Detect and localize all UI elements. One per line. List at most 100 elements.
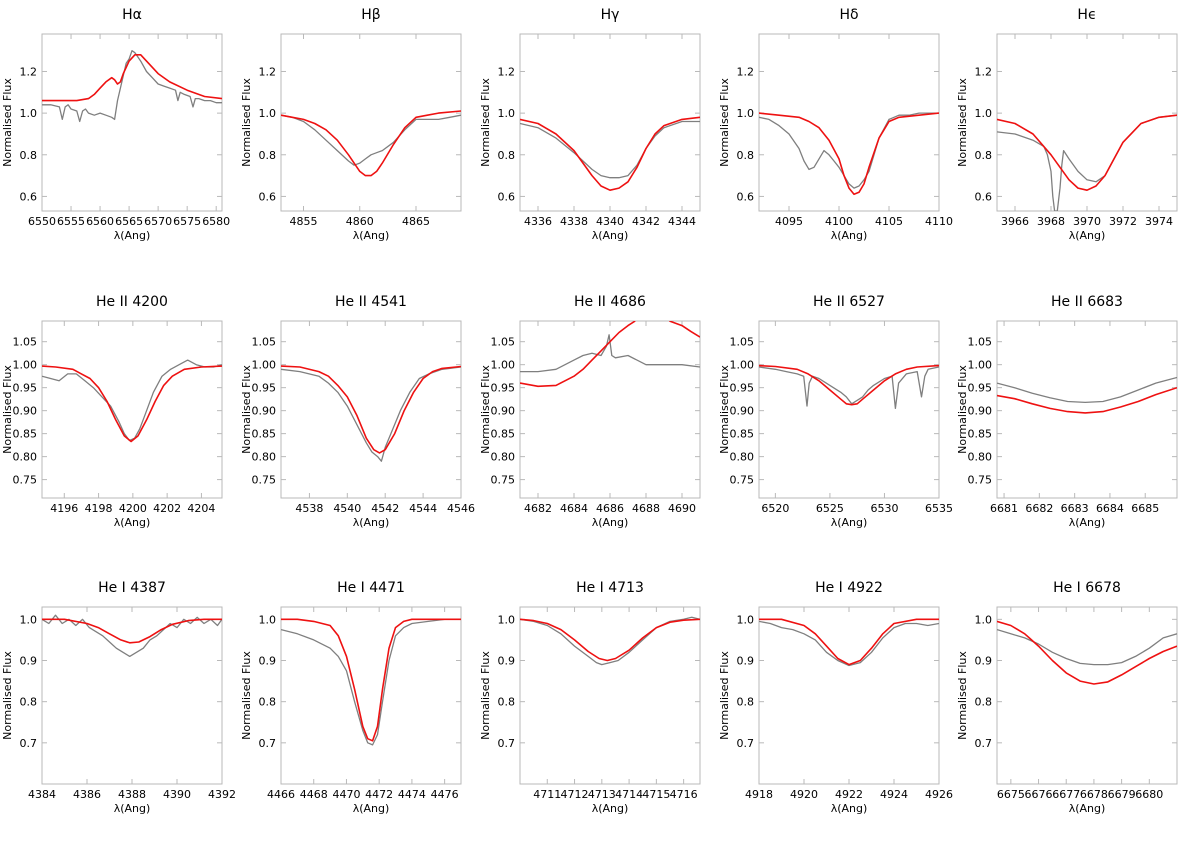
plot-frame [996,606,1178,785]
y-tick-label: 1.00 [13,359,38,372]
plot-frame [996,33,1178,212]
y-tick-label: 0.80 [13,451,38,464]
y-tick-label: 1.00 [968,359,993,372]
panel-title: Hδ [839,7,858,23]
y-tick-label: 0.90 [252,405,277,418]
x-tick-label: 3974 [1145,215,1173,228]
y-tick-label: 1.0 [975,613,993,626]
x-tick-label: 6678 [1080,788,1108,801]
model-spectrum-line [42,54,222,102]
x-tick-label: 4684 [560,502,588,515]
panel-0: Hα 6550 6555 6560 6565 6570 6575 6580 0.6 0.8 1.0 1… [1,7,230,242]
panel-13: He I 4922 4918 4920 4922 4924 4926 0.7 0.8 0.9 1.… [718,580,953,815]
y-tick-label: 1.2 [498,65,516,78]
x-axis-label: λ(Ang) [114,516,151,529]
y-tick-label: 0.75 [491,474,516,487]
x-tick-label: 4713 [588,788,616,801]
model-spectrum-line [42,618,222,644]
y-tick-label: 1.0 [20,613,38,626]
y-tick-label: 0.7 [737,737,755,750]
model-spectrum-line [759,112,939,196]
x-tick-label: 4476 [431,788,459,801]
panel-6: He II 4541 4538 4540 4542 4544 4546 0.75 0.80 0.… [240,294,475,529]
x-tick-label: 4340 [596,215,624,228]
y-tick-label: 0.8 [20,149,38,162]
panel-title: He II 4686 [574,294,646,310]
x-axis-label: λ(Ang) [114,229,151,242]
x-tick-label: 4682 [524,502,552,515]
x-tick-label: 4686 [596,502,624,515]
x-axis-label: λ(Ang) [592,229,629,242]
y-tick-label: 1.05 [491,336,516,349]
panel-11: He I 4471 4466 4468 4470 4472 4474 4476 0.7 0.8 0… [240,580,462,815]
x-tick-label: 4538 [295,502,323,515]
y-tick-label: 1.05 [13,336,38,349]
observed-spectrum-line [42,359,222,442]
x-tick-label: 4200 [119,502,147,515]
x-tick-label: 4690 [668,502,696,515]
y-tick-label: 0.80 [252,451,277,464]
plot-frame [280,320,462,499]
observed-spectrum-line [759,620,939,667]
y-tick-label: 0.6 [975,190,993,203]
y-tick-label: 0.8 [259,149,277,162]
plot-frame [280,33,462,212]
x-tick-label: 4468 [300,788,328,801]
x-tick-label: 6535 [925,502,953,515]
y-tick-label: 0.8 [20,696,38,709]
x-tick-label: 4472 [365,788,393,801]
observed-spectrum-line [759,366,939,410]
y-tick-label: 0.8 [975,149,993,162]
y-tick-label: 1.0 [498,107,516,120]
x-tick-label: 4540 [333,502,361,515]
y-tick-label: 0.95 [13,382,38,395]
y-axis-label: Normalised Flux [956,651,969,740]
y-tick-label: 0.90 [730,405,755,418]
y-tick-label: 0.80 [491,451,516,464]
y-tick-label: 0.7 [20,737,38,750]
panel-title: He I 4922 [815,580,883,596]
y-tick-label: 0.9 [259,655,277,668]
y-axis-label: Normalised Flux [956,365,969,454]
x-tick-label: 6555 [57,215,85,228]
y-tick-label: 0.8 [737,696,755,709]
model-spectrum-line [759,618,939,666]
y-tick-label: 1.0 [20,107,38,120]
y-tick-label: 0.75 [730,474,755,487]
y-tick-label: 0.8 [259,696,277,709]
x-tick-label: 6677 [1052,788,1080,801]
x-axis-label: λ(Ang) [1069,516,1106,529]
model-spectrum-line [281,365,461,454]
y-axis-label: Normalised Flux [1,365,14,454]
x-tick-label: 4392 [208,788,236,801]
y-axis-label: Normalised Flux [1,78,14,167]
x-tick-label: 4542 [371,502,399,515]
x-tick-label: 4922 [835,788,863,801]
y-tick-label: 0.75 [252,474,277,487]
panel-title: He II 4200 [96,294,168,310]
x-tick-label: 4474 [398,788,426,801]
x-tick-label: 3966 [1001,215,1029,228]
panel-2: Hγ 4336 4338 4340 4342 4344 0.6 0.8 1.0 1.2 λ(Ang)… [479,7,701,242]
y-tick-label: 0.7 [975,737,993,750]
plot-frame [758,320,940,499]
y-tick-label: 1.05 [730,336,755,349]
x-tick-label: 4202 [153,502,181,515]
model-spectrum-line [281,110,461,177]
y-tick-label: 0.8 [975,696,993,709]
x-tick-label: 4918 [745,788,773,801]
x-tick-label: 4920 [790,788,818,801]
y-tick-label: 0.9 [498,655,516,668]
x-tick-label: 4384 [28,788,56,801]
x-tick-label: 6682 [1025,502,1053,515]
y-axis-label: Normalised Flux [479,78,492,167]
observed-spectrum-line [42,614,222,658]
x-tick-label: 4196 [50,502,78,515]
x-axis-label: λ(Ang) [831,229,868,242]
y-axis-label: Normalised Flux [479,651,492,740]
plot-frame [41,320,223,499]
plot-frame [41,33,223,212]
x-tick-label: 4095 [775,215,803,228]
x-tick-label: 6683 [1061,502,1089,515]
